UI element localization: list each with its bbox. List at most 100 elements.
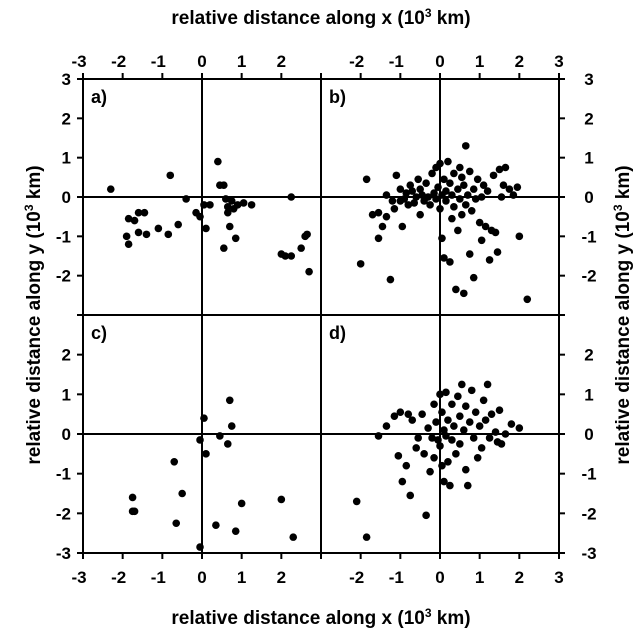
data-point (368, 210, 377, 219)
data-point (281, 252, 290, 260)
data-point (402, 189, 411, 197)
data-point (495, 165, 504, 174)
data-point (444, 457, 452, 466)
data-point (223, 440, 232, 448)
left-y-tick-label: -3 (56, 544, 71, 563)
data-point (471, 195, 480, 203)
data-point (450, 169, 458, 178)
data-point (382, 212, 391, 221)
data-point (404, 201, 413, 209)
data-point (406, 491, 415, 500)
data-point (287, 252, 296, 260)
top-x-tick-label: 2 (277, 52, 286, 71)
data-point (485, 256, 494, 264)
data-point (196, 212, 204, 221)
data-point (428, 434, 436, 442)
data-point (515, 424, 524, 432)
data-point (227, 197, 236, 205)
data-point (374, 234, 383, 243)
data-point (362, 175, 371, 184)
data-point (442, 197, 450, 205)
data-point (454, 226, 462, 235)
right-y-tick-label: 2 (584, 346, 593, 365)
data-point (400, 195, 409, 203)
data-point (414, 434, 422, 442)
right-y-tick-label: -1 (581, 227, 596, 246)
data-point (505, 185, 514, 193)
data-point (440, 477, 448, 486)
data-point (412, 444, 421, 452)
data-point (458, 380, 466, 389)
data-point (410, 199, 419, 207)
data-point (461, 201, 470, 209)
data-point (416, 210, 424, 219)
left-y-tick-label: 3 (62, 70, 71, 89)
data-point (491, 428, 500, 436)
data-point (374, 432, 383, 440)
bottom-x-tick-label: -1 (151, 568, 166, 587)
top-x-tick-label: 3 (554, 52, 563, 71)
data-point (432, 418, 440, 426)
bottom-x-tick-label: -1 (389, 568, 404, 587)
data-point (227, 422, 236, 430)
data-point (479, 181, 488, 189)
data-point (471, 408, 480, 416)
panel-label: c) (91, 323, 107, 343)
data-point (489, 171, 498, 180)
data-point (124, 240, 133, 248)
data-point (406, 181, 415, 189)
data-point (178, 489, 186, 498)
data-point (465, 167, 474, 176)
data-point (388, 197, 397, 205)
bottom-x-tick-label: 1 (237, 568, 246, 587)
top-x-tick-label: 2 (515, 52, 524, 71)
data-point (182, 195, 190, 203)
panels-group: a) b)c) d)-3-3-2-2-1-1001122-2-2-1-1001122… (56, 52, 597, 587)
data-point (130, 216, 139, 225)
bottom-x-tick-label: 0 (435, 568, 444, 587)
left-y-tick-label: 1 (62, 149, 71, 168)
top-x-axis-title: relative distance along x (103 km) (171, 6, 470, 29)
data-point (460, 289, 468, 298)
data-point (458, 173, 466, 182)
left-y-tick-label: 2 (62, 109, 71, 128)
bottom-x-tick-label: 0 (197, 568, 206, 587)
data-point (481, 416, 490, 424)
right-y-tick-label: 0 (584, 188, 593, 207)
data-point (446, 258, 454, 266)
top-x-tick-label: -3 (71, 52, 86, 71)
data-point (130, 507, 139, 516)
data-point (456, 412, 464, 420)
data-point (477, 236, 486, 245)
data-point (434, 183, 442, 191)
data-point (289, 533, 298, 541)
panel-label: d) (329, 323, 346, 343)
data-point (287, 193, 296, 201)
data-point (444, 416, 452, 424)
data-point (166, 171, 175, 180)
data-point (212, 521, 220, 530)
data-point (404, 410, 413, 418)
data-point (448, 400, 456, 409)
right-y-tick-label: 0 (584, 425, 593, 444)
data-point (454, 185, 462, 193)
data-point (450, 422, 458, 430)
data-point (392, 171, 401, 180)
data-point (356, 260, 365, 268)
bottom-x-tick-label: 2 (515, 568, 524, 587)
data-point (467, 206, 476, 215)
top-x-tick-label: -2 (111, 52, 126, 71)
data-point (277, 495, 286, 504)
data-point (456, 163, 464, 172)
data-point (233, 201, 242, 209)
data-point (436, 442, 444, 450)
data-point (448, 191, 456, 199)
panel-b: b) (320, 73, 565, 316)
data-point (461, 465, 470, 474)
left-y-tick-label: -2 (56, 504, 71, 523)
data-point (128, 493, 137, 502)
data-point (424, 424, 432, 432)
data-point (477, 193, 486, 201)
data-point (422, 179, 430, 188)
